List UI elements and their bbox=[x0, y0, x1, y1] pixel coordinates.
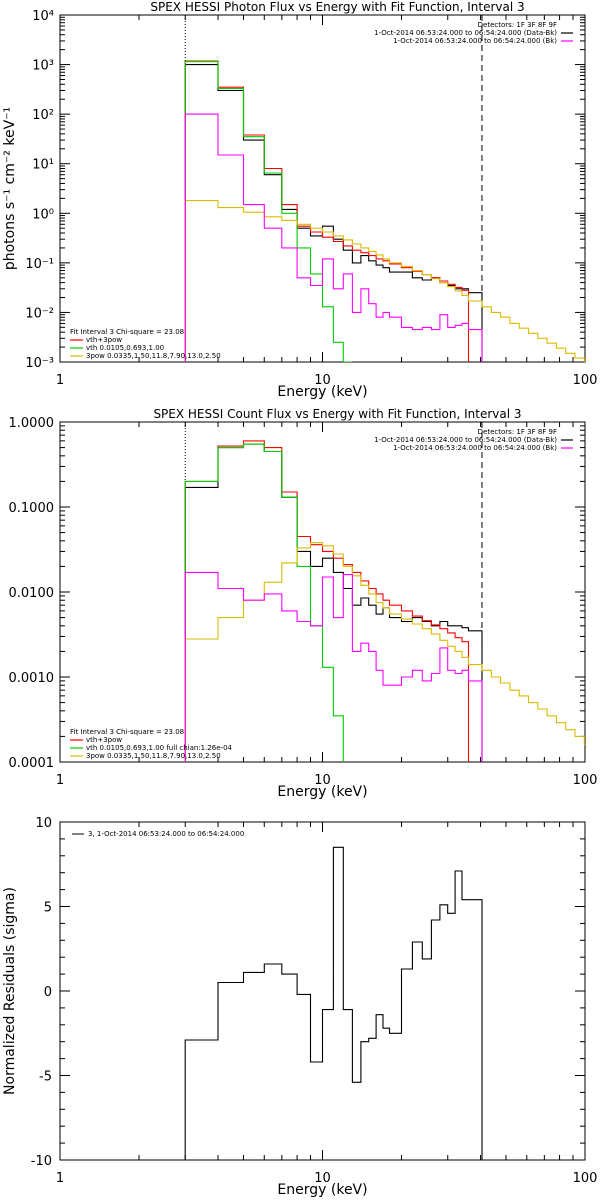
y-tick-label: 10⁰ bbox=[32, 207, 54, 222]
x-axis-label: Energy (keV) bbox=[277, 1182, 367, 1198]
plot-frame bbox=[59, 14, 586, 363]
y-tick-label: 5 bbox=[44, 901, 52, 916]
x-tick-label: 100 bbox=[573, 773, 598, 788]
fit-line: 3pow 0.0335,1.50,11.8,7.90,13.0,2.50 bbox=[86, 352, 221, 360]
fit-line: 3pow 0.0335,1.50,11.8,7.90,13.0,2.50 bbox=[86, 752, 221, 760]
data-area bbox=[184, 422, 585, 762]
fit-line: vth+3pow bbox=[86, 736, 122, 744]
data-area bbox=[184, 15, 585, 362]
x-tick-label: 10 bbox=[314, 773, 331, 788]
plot-frame bbox=[59, 821, 586, 1161]
y-axis-label: Normalized Residuals (sigma) bbox=[2, 887, 18, 1095]
fit-line: vth+3pow bbox=[86, 336, 122, 344]
y-tick-label: 0.1000 bbox=[9, 501, 55, 516]
header-line: 1-Oct-2014 06:53:24.000 to 06:54:24.000 … bbox=[374, 436, 557, 444]
legend-label: 3, 1-Oct-2014 06:53:24.000 to 06:54:24.0… bbox=[88, 830, 244, 838]
y-tick-label: 10³ bbox=[32, 59, 54, 74]
y-tick-label: -10 bbox=[31, 1154, 52, 1169]
series-3-line bbox=[184, 200, 585, 362]
y-axis-label: photons s⁻¹ cm⁻² keV⁻¹ bbox=[2, 107, 18, 270]
series-2-line bbox=[184, 443, 344, 762]
x-tick-label: 1 bbox=[56, 1171, 64, 1186]
fit-line: Fit Interval 3 Chi-square = 23.08 bbox=[70, 328, 184, 336]
x-tick-label: 100 bbox=[573, 373, 598, 388]
y-tick-label: 10⁻¹ bbox=[25, 257, 54, 272]
y-tick-label: 10¹ bbox=[32, 158, 54, 173]
x-axis-label: Energy (keV) bbox=[277, 384, 367, 400]
x-tick-label: 100 bbox=[573, 1171, 598, 1186]
x-axis-label: Energy (keV) bbox=[277, 784, 367, 800]
series-4-line bbox=[184, 571, 483, 762]
series-2-line bbox=[184, 61, 353, 362]
y-tick-label: 10⁻³ bbox=[25, 356, 54, 371]
x-tick-label: 10 bbox=[314, 373, 331, 388]
y-tick-label: 1.0000 bbox=[9, 416, 55, 431]
y-tick-label: 0.0010 bbox=[9, 671, 55, 686]
y-tick-label: -5 bbox=[39, 1070, 52, 1085]
y-tick-label: 10 bbox=[35, 816, 52, 831]
chart-title: SPEX HESSI Photon Flux vs Energy with Fi… bbox=[150, 0, 524, 14]
x-tick-label: 1 bbox=[56, 773, 64, 788]
header-line: Detectors: 1F 3F 8F 9F bbox=[478, 21, 557, 29]
header-line: 1-Oct-2014 06:53:24.000 to 06:54:24.000 … bbox=[374, 29, 557, 37]
chart-2: 1 10 100 0.0001 0.0010 0.0100 0.1000 1.0000 SPEX… bbox=[9, 407, 598, 800]
x-tick-label: 1 bbox=[56, 373, 64, 388]
y-tick-label: 10⁻² bbox=[25, 306, 54, 321]
y-tick-label: 0.0001 bbox=[9, 756, 55, 771]
series-1-line bbox=[184, 440, 470, 762]
fit-line: vth 0.0105,0.693,1.00 bbox=[86, 344, 164, 352]
header-line: 1-Oct-2014 06:53:24.000 to 06:54:24.000 … bbox=[393, 444, 557, 452]
chart-title: SPEX HESSI Count Flux vs Energy with Fit… bbox=[153, 407, 521, 421]
series-1-line bbox=[184, 60, 470, 362]
y-tick-label: 10⁴ bbox=[32, 9, 54, 24]
series-3-line bbox=[184, 542, 585, 762]
series-0-line bbox=[184, 846, 483, 1160]
data-area bbox=[184, 846, 483, 1160]
series-4-line bbox=[184, 113, 483, 362]
y-tick-label: 0 bbox=[44, 985, 52, 1000]
header-line: 1-Oct-2014 06:53:24.000 to 06:54:24.000 … bbox=[393, 37, 557, 45]
chart-1: 1 10 100 10⁻³ 10⁻² 10⁻¹ 10⁰ 10¹ 10² 10³ 10⁴ SPEX HE… bbox=[2, 0, 597, 400]
fit-line: Fit Interval 3 Chi-square = 23.08 bbox=[70, 728, 184, 736]
y-tick-label: 10² bbox=[32, 108, 54, 123]
fit-line: vth 0.0105,0.693,1.00 full chian:1.26e-0… bbox=[86, 744, 233, 752]
x-tick-label: 10 bbox=[314, 1171, 331, 1186]
y-tick-label: 0.0100 bbox=[9, 586, 55, 601]
header-line: Detectors: 1F 3F 8F 9F bbox=[478, 428, 557, 436]
